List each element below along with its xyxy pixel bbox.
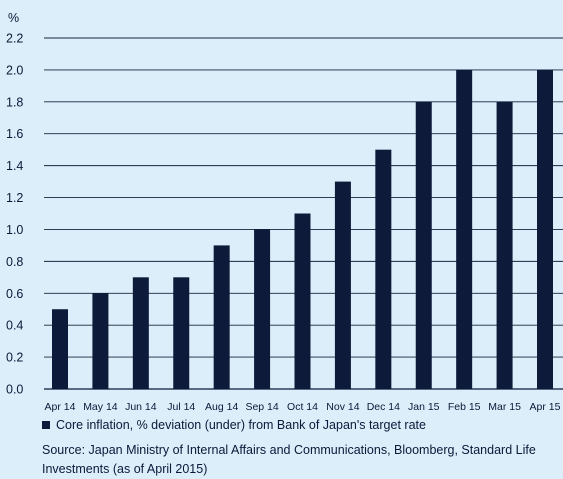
bar xyxy=(52,309,68,389)
y-tick-label: 2.2 xyxy=(6,32,23,46)
x-tick-labels: Apr 14 May 14 Jun 14 Jul 14 Aug 14 Sep 14 Oct … xyxy=(45,401,561,413)
source-note: Source: Japan Ministry of Internal Affai… xyxy=(42,443,536,476)
x-tick-label: Jan 15 xyxy=(408,401,440,413)
bar xyxy=(173,277,190,389)
legend-swatch xyxy=(42,421,50,429)
bar xyxy=(375,149,392,389)
y-tick-label: 0.4 xyxy=(6,319,23,333)
y-tick-label: 0.2 xyxy=(6,351,23,365)
bar xyxy=(496,101,513,390)
x-tick-label: Oct 14 xyxy=(287,401,318,413)
bar xyxy=(294,213,311,389)
x-tick-label: Apr 15 xyxy=(530,401,561,413)
y-unit-label: % xyxy=(8,11,19,25)
y-tick-label: 0.6 xyxy=(6,287,23,301)
y-tick-labels: 0.0 0.2 0.4 0.6 0.8 1.0 1.2 1.4 1.6 1.8 2.0 2.2 xyxy=(6,32,23,397)
x-tick-label: Apr 14 xyxy=(45,401,76,413)
bar xyxy=(213,245,230,389)
y-tick-label: 2.0 xyxy=(6,63,23,77)
bar xyxy=(132,277,149,389)
y-tick-label: 0.8 xyxy=(6,255,23,269)
x-tick-label: Sep 14 xyxy=(245,401,278,413)
y-tick-label: 1.6 xyxy=(6,127,23,141)
x-tick-label: Jun 14 xyxy=(125,401,157,413)
bars xyxy=(52,69,553,390)
x-tick-label: Nov 14 xyxy=(326,401,359,413)
x-tick-label: Feb 15 xyxy=(448,401,481,413)
legend: Core inflation, % deviation (under) from… xyxy=(42,418,426,432)
x-tick-label: Mar 15 xyxy=(488,401,521,413)
bar xyxy=(415,101,432,390)
x-tick-label: Aug 14 xyxy=(205,401,238,413)
x-tick-label: Jul 14 xyxy=(167,401,195,413)
y-tick-label: 1.2 xyxy=(6,191,23,205)
bar xyxy=(456,69,473,389)
y-tick-label: 0.0 xyxy=(6,383,23,397)
x-tick-label: May 14 xyxy=(83,401,118,413)
y-tick-label: 1.4 xyxy=(6,159,23,173)
y-tick-label: 1.0 xyxy=(6,223,23,237)
bar xyxy=(537,69,553,389)
bar xyxy=(92,293,109,389)
legend-label: Core inflation, % deviation (under) from… xyxy=(56,418,426,432)
x-tick-label: Dec 14 xyxy=(367,401,400,413)
y-tick-label: 1.8 xyxy=(6,95,23,109)
bar-chart: % 0.0 0.2 0.4 0.6 0.8 1.0 1.2 1.4 1.6 1.8 2.0 2.2 A… xyxy=(6,11,563,413)
bar xyxy=(334,181,351,389)
bar xyxy=(254,229,271,389)
